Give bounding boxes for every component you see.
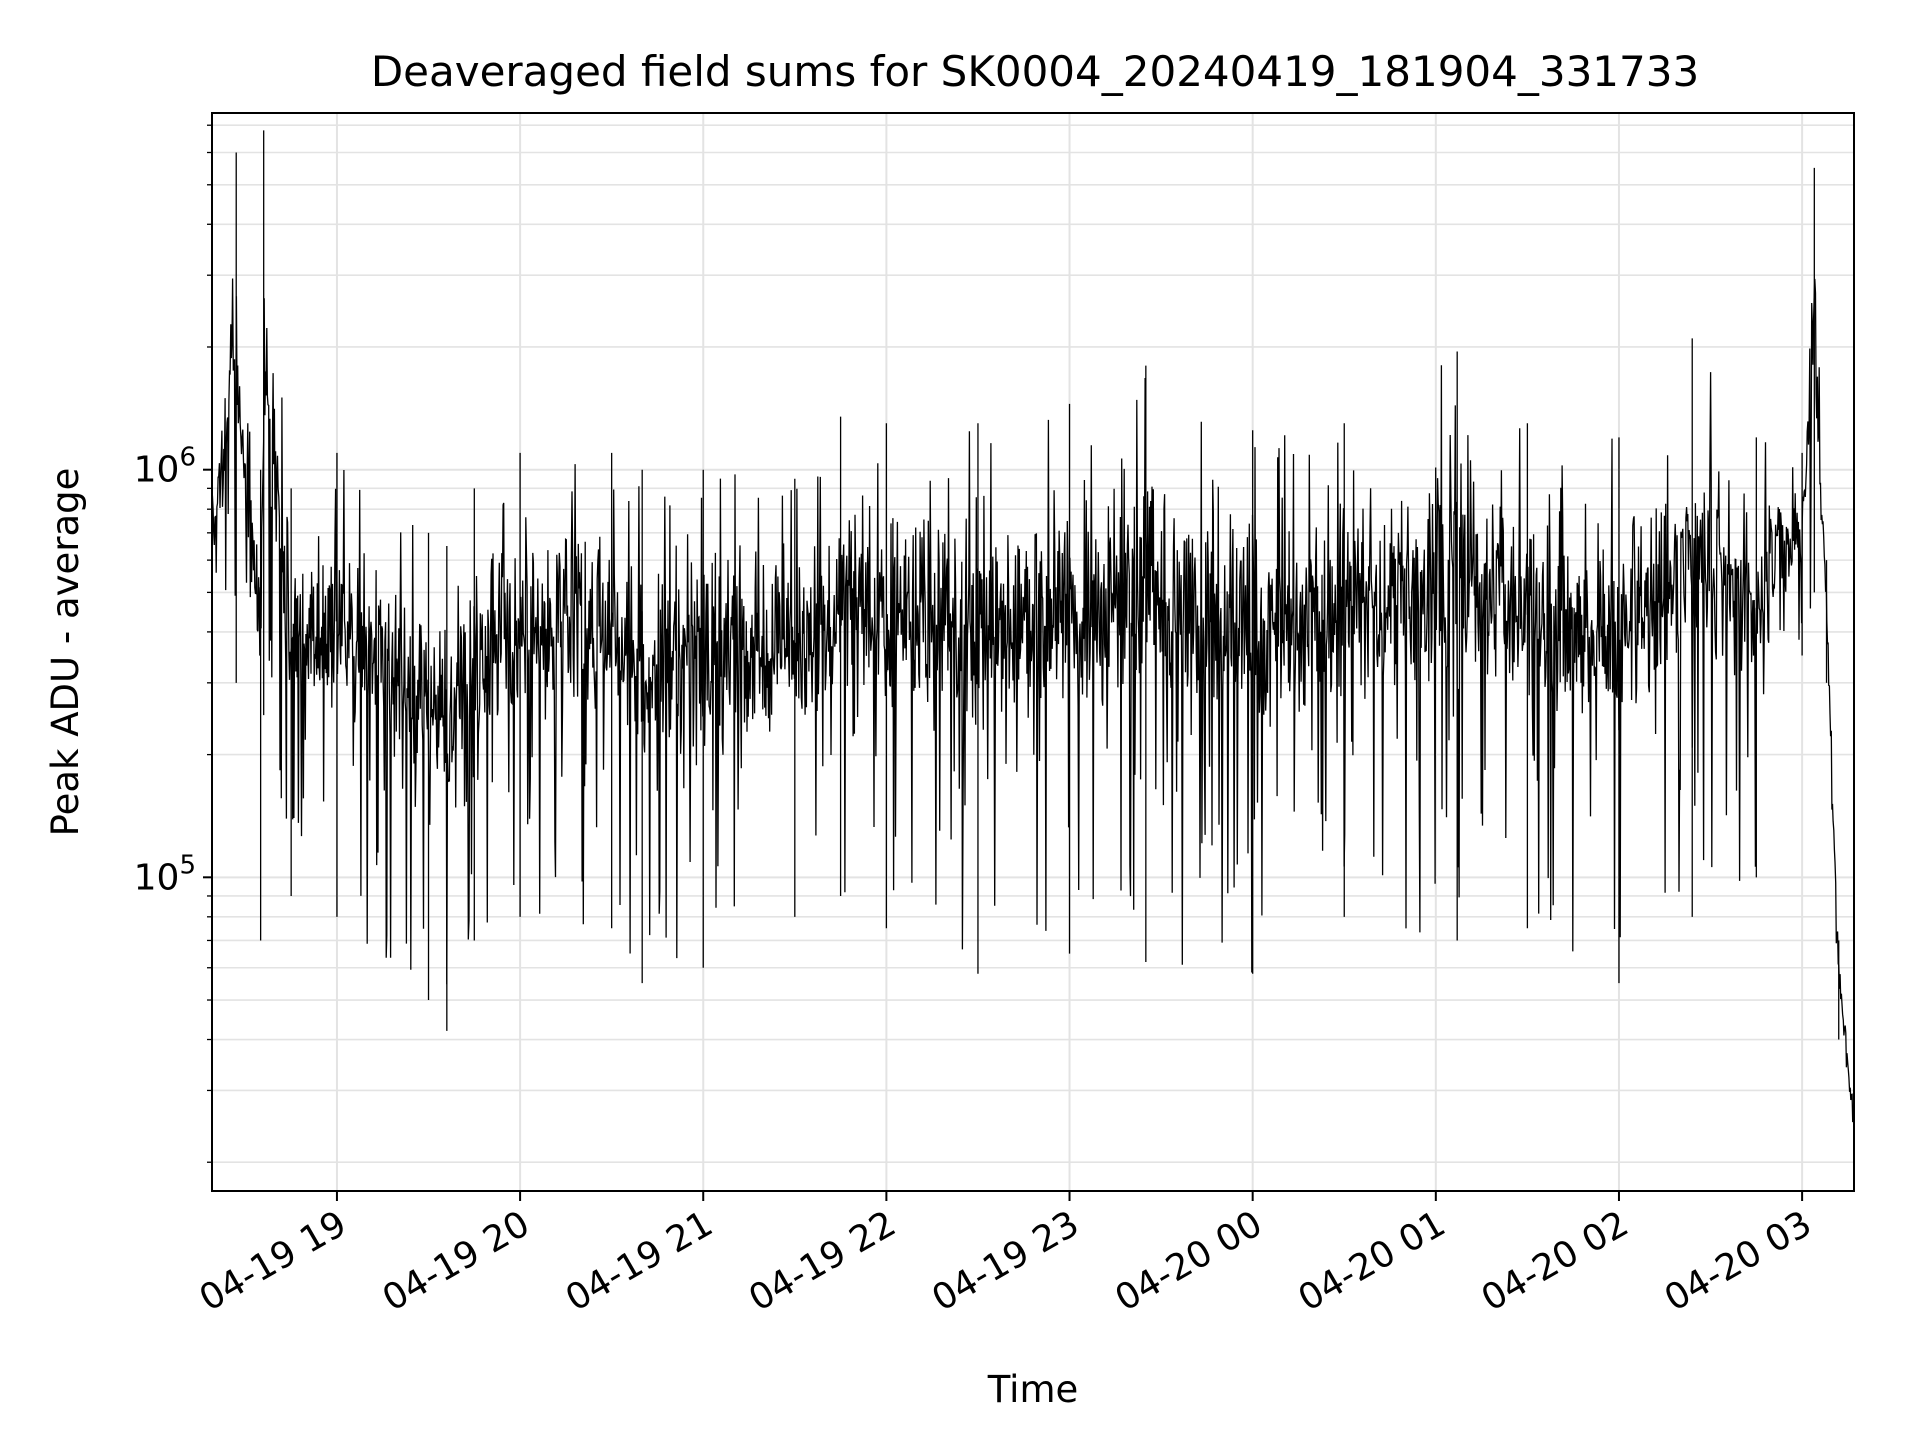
plot-frame	[211, 112, 1855, 1192]
y-tick-base: 10	[134, 450, 180, 491]
x-tick-label: 04-20 00	[1108, 1203, 1269, 1319]
x-tick-label: 04-19 23	[925, 1203, 1086, 1319]
x-tick-label: 04-20 02	[1475, 1203, 1636, 1319]
data-layer	[211, 130, 1855, 1181]
y-tick-exponent: 6	[179, 443, 196, 473]
x-tick-label: 04-20 01	[1292, 1203, 1453, 1319]
y-tick-base: 10	[134, 857, 180, 898]
series-line	[211, 278, 1855, 1139]
y-tick-label: 106	[134, 443, 196, 491]
x-tick-label: 04-19 19	[193, 1203, 354, 1319]
x-axis-label: Time	[987, 1368, 1079, 1411]
y-tick-exponent: 5	[179, 850, 196, 880]
x-tick-label: 04-19 22	[742, 1203, 903, 1319]
x-tick-label: 04-19 20	[376, 1203, 537, 1319]
x-tick-label: 04-20 03	[1658, 1203, 1819, 1319]
y-tick-label: 105	[134, 850, 196, 898]
y-axis-label: Peak ADU - average	[44, 468, 87, 837]
chart-title: Deaveraged field sums for SK0004_2024041…	[371, 47, 1699, 96]
x-tick-label: 04-19 21	[559, 1203, 720, 1319]
x-axis: 04-19 19 04-19 20 04-19 21 04-19 22 04-19 23…	[193, 1191, 1819, 1320]
